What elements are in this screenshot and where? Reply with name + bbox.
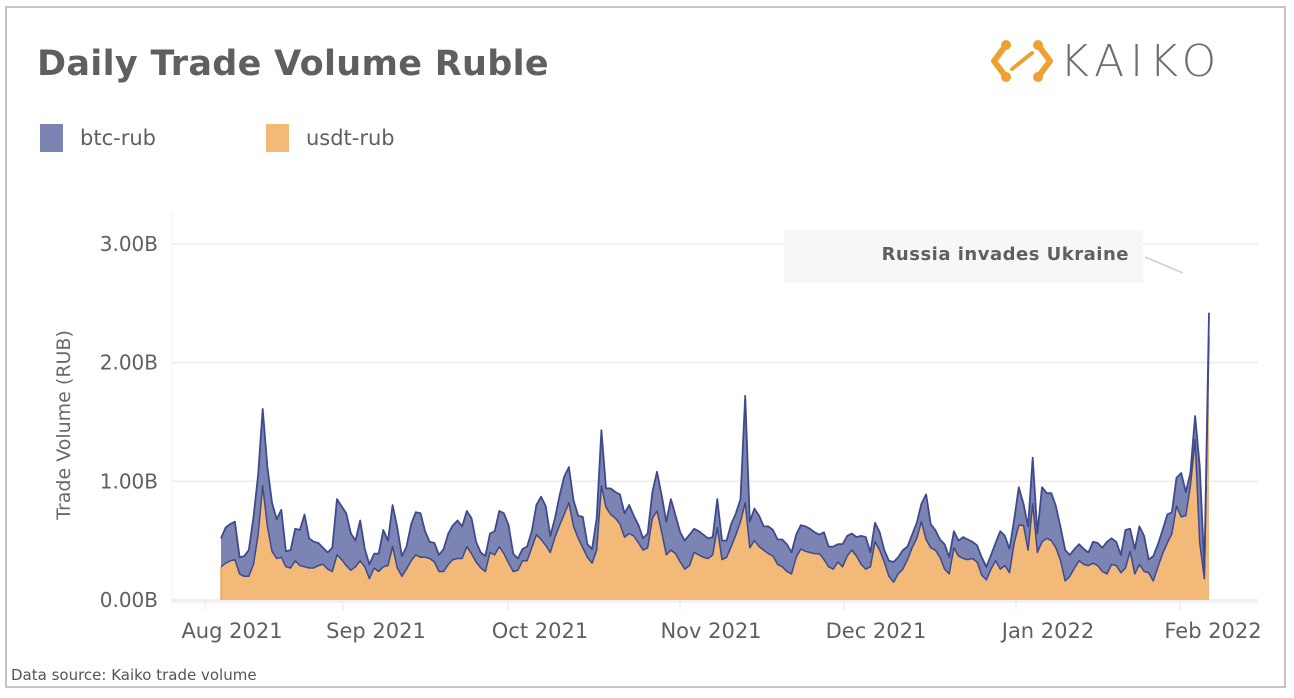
y-axis: 0.00B 1.00B 2.00B 3.00B <box>100 232 158 612</box>
legend-item-usdt-rub[interactable]: usdt-rub <box>265 124 395 152</box>
area-usdt-rub <box>221 336 1209 600</box>
x-tick-label: Nov 2021 <box>660 619 761 643</box>
legend-swatch-btc-rub <box>40 124 63 152</box>
legend-label: btc-rub <box>80 126 156 150</box>
x-tick-label: Sep 2021 <box>326 619 426 643</box>
line-btc-rub <box>220 312 1210 569</box>
annotation-label-box: Russia invades Ukraine <box>784 230 1143 283</box>
legend-item-btc-rub[interactable]: btc-rub <box>40 124 156 152</box>
kaiko-logo: KAIKO <box>990 35 1223 87</box>
stacked-areas <box>220 312 1210 600</box>
x-tick-label: Oct 2021 <box>492 619 588 643</box>
y-axis-label: Trade Volume (RUB) <box>53 330 75 521</box>
legend: btc-rub usdt-rub <box>40 124 505 152</box>
annotation-text: Russia invades Ukraine <box>881 244 1129 265</box>
y-tick-label: 2.00B <box>100 351 158 375</box>
area-btc-rub <box>221 312 1209 583</box>
legend-label: usdt-rub <box>305 126 395 150</box>
kaiko-link-icon <box>991 40 1053 82</box>
y-tick-label: 0.00B <box>100 588 158 612</box>
x-tick-label: Feb 2022 <box>1164 619 1261 643</box>
x-tick-label: Aug 2021 <box>181 619 282 643</box>
x-tick-label: Dec 2021 <box>826 619 927 643</box>
kaiko-wordmark: KAIKO <box>1060 35 1223 87</box>
legend-swatch-usdt-rub <box>265 124 289 152</box>
x-tick-label: Jan 2022 <box>1000 619 1095 643</box>
line-usdt-rub <box>220 336 1210 583</box>
annotation-connector <box>1144 256 1184 274</box>
data-source-note: Data source: Kaiko trade volume <box>11 666 257 684</box>
x-axis: Aug 2021 Sep 2021 Oct 2021 Nov 2021 Dec 2021… <box>172 601 1262 643</box>
chart-title: Daily Trade Volume Ruble <box>37 44 549 84</box>
y-tick-label: 1.00B <box>100 469 158 493</box>
y-tick-label: 3.00B <box>100 232 158 256</box>
